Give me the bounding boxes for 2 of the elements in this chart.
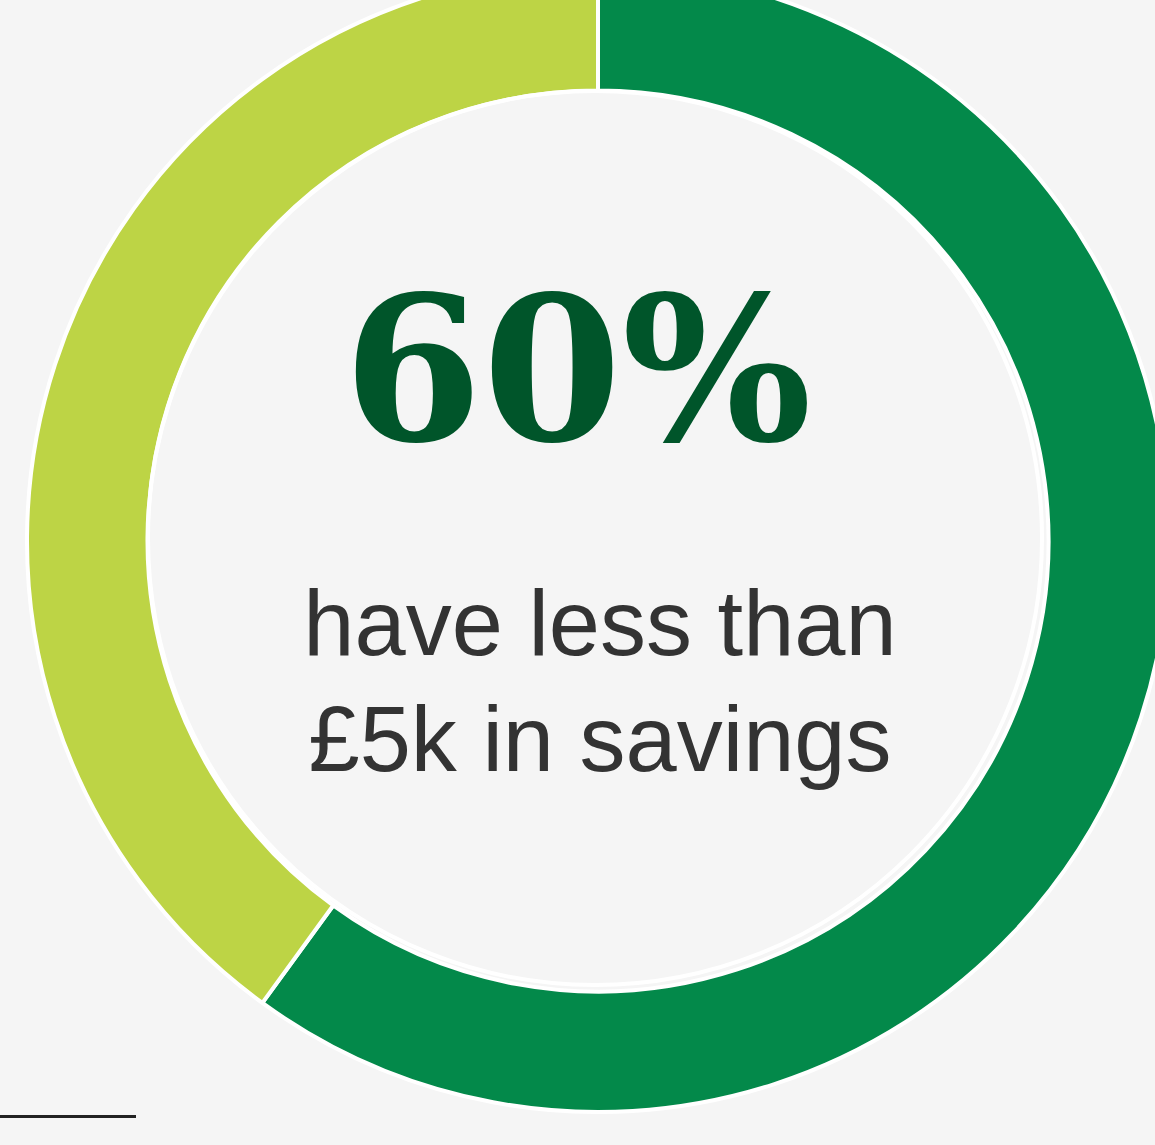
data-label: 60% <box>342 252 813 487</box>
text: have less than £5k in savings <box>302 571 898 792</box>
